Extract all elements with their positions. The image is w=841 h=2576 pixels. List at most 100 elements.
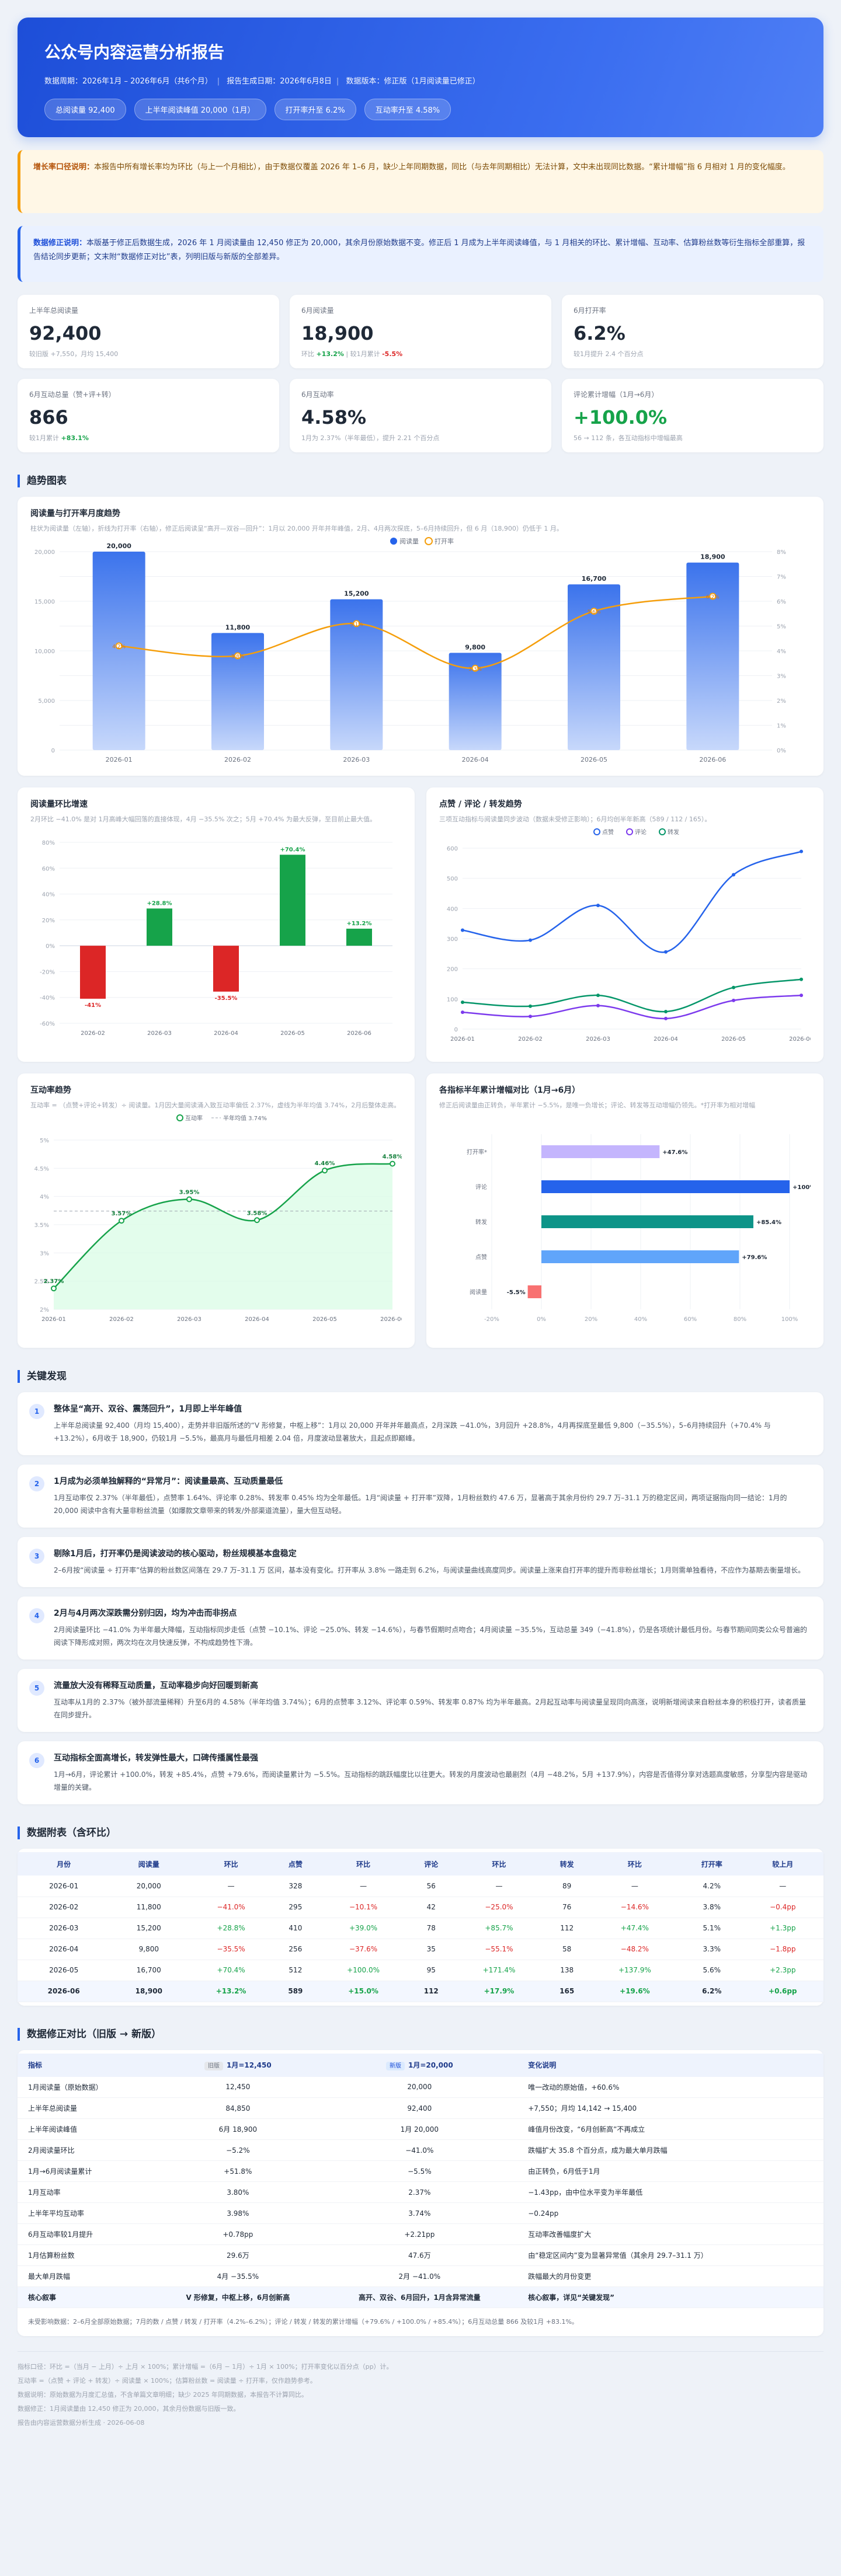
y2-tick-label: 1% xyxy=(777,723,786,730)
table-cell: 15,200 xyxy=(110,1918,188,1939)
table-cell: 核心叙事，详见“关键发现” xyxy=(517,2286,823,2308)
x-tick-label: 2026-06 xyxy=(347,1030,371,1037)
table-cell: +1.3pp xyxy=(742,1918,823,1939)
y-tick-label: 60% xyxy=(42,866,55,872)
x-tick-label: 2026-05 xyxy=(581,756,607,764)
table-cell: +171.4% xyxy=(452,1960,546,1981)
x-tick-label: 80% xyxy=(734,1316,746,1323)
table-cell: +70.4% xyxy=(187,1960,274,1981)
table-cell: +28.8% xyxy=(187,1918,274,1939)
table-cell: 上半年阅读峰值 xyxy=(18,2118,155,2140)
bar-value-label: 15,200 xyxy=(344,590,369,598)
bar-views xyxy=(330,599,383,750)
table-cell: +2.21pp xyxy=(321,2223,518,2245)
table-cell: 2026-04 xyxy=(18,1939,110,1960)
section-title: 数据附表（含环比） xyxy=(18,1826,823,1839)
table-cell: 295 xyxy=(274,1897,317,1918)
x-tick-label: 2026-04 xyxy=(462,756,489,764)
x-tick-label: -20% xyxy=(484,1316,499,1323)
interaction-rate-chart: 互动率 半年均值 3.74% 2% 2.5% 3% 3.5% 4% 4.5% 5% 2.37% 20… xyxy=(34,1114,405,1323)
x-tick-label: 0% xyxy=(537,1316,546,1323)
table-cell: +0.6pp xyxy=(742,1981,823,2002)
y-tick-label: 20,000 xyxy=(34,549,55,556)
table-cell: 256 xyxy=(274,1939,317,1960)
y2-tick-label: 8% xyxy=(777,549,786,556)
growth-bar xyxy=(541,1250,739,1263)
finding-text: 1月→6月，评论累计 +100.0%，转发 +85.4%，点赞 +79.6%，而… xyxy=(54,1770,808,1791)
y-tick-label: 40% xyxy=(42,892,55,898)
y-tick-label: -60% xyxy=(40,1021,55,1027)
x-tick-label: 2026-05 xyxy=(721,1036,746,1043)
x-tick-label: 2026-03 xyxy=(343,756,370,764)
table-cell: −35.5% xyxy=(187,1939,274,1960)
rate-area xyxy=(54,1163,392,1309)
openrate-label: 5.6% xyxy=(588,609,601,615)
growth-bar xyxy=(280,855,305,946)
table-cell: +0.78pp xyxy=(154,2223,322,2245)
notice-label: 数据修正说明： xyxy=(33,239,87,248)
growth-value-label: +28.8% xyxy=(147,900,172,907)
y-tick-label: 100 xyxy=(447,996,458,1003)
table-cell: — xyxy=(452,1876,546,1897)
bar-value-label: +47.6% xyxy=(662,1149,687,1156)
x-tick-label: 2026-06 xyxy=(380,1316,402,1323)
x-tick-label: 20% xyxy=(585,1316,597,1323)
bar-value-label: 9,800 xyxy=(465,643,485,651)
table-cell: −5.5% xyxy=(321,2160,518,2182)
table-cell: 11,800 xyxy=(110,1897,188,1918)
column-header: 打开率 xyxy=(682,1852,742,1876)
kpi-sub: 56 → 112 条，各互动指标中增幅最高 xyxy=(574,434,683,442)
table-cell: 5.1% xyxy=(682,1918,742,1939)
table-cell: 112 xyxy=(545,1918,588,1939)
table-cell: 3.3% xyxy=(682,1939,742,1960)
table-cell: 165 xyxy=(545,1981,588,2002)
table-cell: −41.0% xyxy=(321,2139,518,2161)
table-cell: 16,700 xyxy=(110,1960,188,1981)
bar-views xyxy=(92,552,145,750)
notice-label: 增长率口径说明： xyxy=(33,163,95,172)
finding-title: 剔除1月后，打开率仍是阅读波动的核心驱动，粉丝规模基本盘稳定 xyxy=(54,1549,297,1559)
y-tick-label: -20% xyxy=(40,969,55,975)
openrate-label: 3.8% xyxy=(231,654,245,660)
table-cell: — xyxy=(588,1876,682,1897)
table-cell: 18,900 xyxy=(110,1981,188,2002)
table-cell: 410 xyxy=(274,1918,317,1939)
kpi-value: +100.0% xyxy=(574,406,668,428)
correction-table: 指标 旧版 1月=12,450 新版 1月=20,000 变化说明 1月阅读量（原始数据） 1… xyxy=(18,2053,823,2308)
series-point xyxy=(732,873,735,877)
table-cell: +7,550；月均 14,142 → 15,400 xyxy=(517,2097,823,2119)
column-header: 旧版 1月=12,450 xyxy=(154,2053,322,2077)
section-title: 趋势图表 xyxy=(18,475,823,487)
series-point xyxy=(732,985,735,989)
table-cell: 589 xyxy=(274,1981,317,2002)
table-cell: 1月互动率 xyxy=(18,2181,155,2203)
table-row: 2026-05 16,700 +70.4% 512 +100.0% 95 +171.4% 13… xyxy=(18,1960,823,1981)
series-point xyxy=(800,977,803,981)
table-cell: 6月互动率较1月提升 xyxy=(18,2223,155,2245)
finding-card: 1 整体呈“高开、双谷、震荡回升”，1月即上半年峰值 上半年总阅读量 92,400（… xyxy=(18,1392,823,1455)
rate-value-label: 3.57% xyxy=(112,1211,132,1217)
finding-number: 5 xyxy=(29,1681,44,1696)
x-tick-label: 2026-03 xyxy=(177,1316,201,1323)
version-tag: 新版 xyxy=(385,2062,405,2070)
kpi-sub: 较旧版 +7,550，月均 15,400 xyxy=(29,350,119,358)
y-tick-label: 3% xyxy=(40,1250,49,1257)
x-tick-label: 2026-05 xyxy=(280,1030,305,1037)
x-tick-label: 2026-01 xyxy=(450,1036,475,1043)
table-row: 1月估算粉丝数 29.6万 47.6万 由“稳定区间内”变为显著异常值（其余月 29.… xyxy=(18,2244,823,2266)
chart-desc: 修正后阅读量由正转负，半年累计 −5.5%，是唯一负增长；评论、转发等互动增幅仍… xyxy=(439,1101,756,1109)
footer-line: 数据说明：原始数据为月度汇总值，不含单篇文章明细；缺少 2025 年同期数据，本… xyxy=(18,2391,308,2399)
table-row: 上半年阅读峰值 6月 18,900 1月 20,000 峰值月份改变，“6月创新高”不… xyxy=(18,2118,823,2140)
y-tick-label: 200 xyxy=(447,967,458,973)
rate-value-label: 3.58% xyxy=(247,1210,267,1216)
kpi-card: 上半年总阅读量 92,400 较旧版 +7,550，月均 15,400 xyxy=(18,295,279,368)
series-point xyxy=(596,1003,600,1008)
y-tick-label: 4.5% xyxy=(34,1166,49,1172)
bar-value-label: 11,800 xyxy=(225,623,251,631)
legend-dot xyxy=(593,828,600,835)
table-row: 1月阅读量（原始数据） 12,450 20,000 唯一改动的原始值，+60.6% xyxy=(18,2076,823,2098)
chart-desc: 柱状为阅读量（左轴），折线为打开率（右轴），修正后阅读呈“高开—双谷—回升”：1… xyxy=(30,525,563,532)
table-cell: 42 xyxy=(410,1897,453,1918)
growth-bar xyxy=(80,946,106,999)
y-tick-label: 点赞 xyxy=(475,1253,487,1261)
